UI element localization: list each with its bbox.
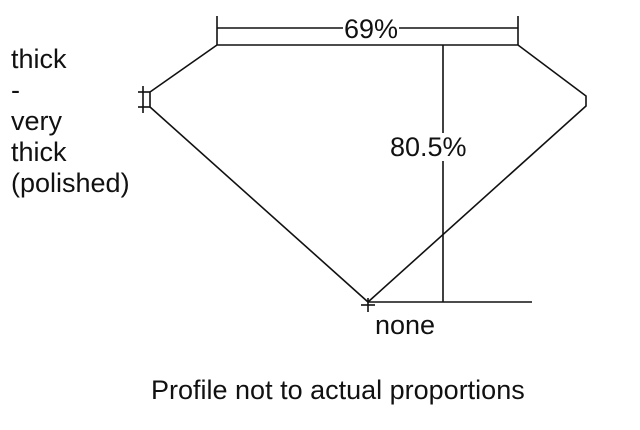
total-depth-label: 80.5%	[390, 132, 467, 162]
girdle-label-line: thick	[11, 137, 67, 167]
girdle-label-line: (polished)	[11, 168, 130, 198]
caption: Profile not to actual proportions	[151, 375, 525, 405]
culet-label: none	[375, 310, 436, 340]
table-width-label: 69%	[343, 14, 400, 44]
girdle-label-line: thick	[11, 44, 67, 74]
gem-outline	[149, 44, 587, 304]
girdle-label-line: -	[11, 75, 20, 105]
girdle-label-line: very	[11, 106, 63, 136]
girdle-thickness-label: thick - very thick (polished)	[11, 44, 130, 199]
